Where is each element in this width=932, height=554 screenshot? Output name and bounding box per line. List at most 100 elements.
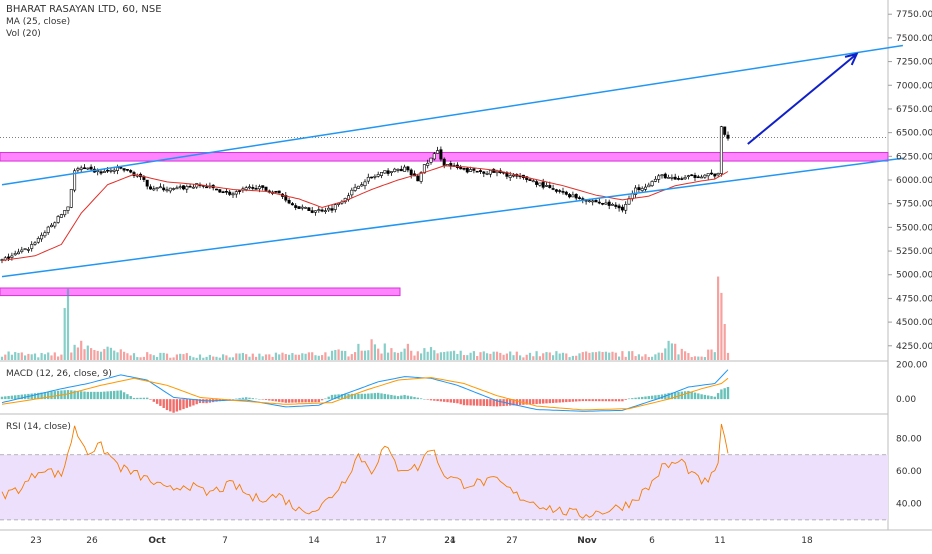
volume-bar	[96, 350, 99, 360]
volume-bar	[99, 351, 103, 360]
volume-bar	[195, 357, 198, 360]
macd-histogram-bar	[370, 393, 373, 400]
macd-histogram-bar	[182, 399, 185, 410]
macd-histogram-bar	[614, 399, 617, 402]
macd-histogram-bar	[327, 396, 330, 400]
candle-body	[307, 207, 311, 211]
candle-body	[162, 187, 166, 191]
candle-body	[531, 180, 535, 183]
macd-histogram-bar	[406, 395, 410, 400]
candle-body	[36, 238, 40, 243]
macd-signal-line	[1, 376, 729, 411]
candle-body	[601, 203, 605, 205]
candle-body	[604, 202, 608, 205]
volume-bar	[436, 353, 439, 360]
volume-bar	[631, 351, 634, 360]
macd-histogram-bar	[380, 393, 383, 400]
macd-histogram-bar	[479, 399, 482, 406]
price-axis-tick-label: 6000.00	[896, 176, 932, 186]
macd-histogram-bar	[522, 399, 525, 405]
volume-bar	[350, 354, 353, 360]
candle-body	[287, 200, 291, 204]
symbol-title[interactable]: BHARAT RASAYAN LTD, 60, NSE	[6, 4, 162, 15]
macd-legend[interactable]: MACD (12, 26, close, 9)	[6, 368, 112, 380]
macd-line	[1, 369, 729, 412]
candle-body	[320, 209, 324, 212]
macd-histogram-bar	[469, 399, 472, 406]
candle-body	[248, 186, 252, 189]
volume-bar	[268, 354, 271, 360]
volume-bar	[552, 355, 555, 360]
volume-bar	[172, 357, 175, 360]
ma-legend[interactable]: MA (25, close)	[6, 17, 71, 27]
candle-body	[89, 166, 93, 170]
volume-bar	[499, 352, 502, 360]
macd-histogram-bar	[538, 399, 542, 404]
candle-body	[386, 170, 390, 174]
candle-body	[683, 177, 687, 180]
macd-histogram-bar	[363, 393, 367, 400]
volume-bar	[482, 351, 485, 360]
macd-histogram-bar	[528, 399, 532, 405]
volume-bar	[57, 356, 60, 360]
volume-bar	[367, 350, 370, 360]
volume-bar	[53, 352, 56, 360]
candle-body	[383, 170, 387, 174]
macd-histogram-bar	[96, 391, 99, 400]
volume-bar	[37, 357, 40, 360]
macd-histogram-bar	[142, 397, 146, 400]
volume-bar	[330, 350, 334, 360]
projection-arrow-head	[844, 52, 859, 66]
volume-bar	[10, 354, 13, 360]
candle-body	[7, 256, 11, 259]
macd-histogram-bar	[47, 391, 50, 400]
volume-bar	[515, 351, 518, 360]
candle-body	[30, 244, 34, 249]
macd-histogram-bar	[472, 399, 476, 406]
volume-bar	[664, 348, 667, 360]
candle-body	[396, 169, 400, 171]
candle-body	[205, 186, 209, 189]
volume-bar	[90, 348, 93, 360]
volume-bar	[241, 352, 244, 360]
macd-histogram-bar	[136, 397, 139, 400]
candle-body	[313, 210, 317, 213]
macd-label: MACD (12, 26, close, 9)	[6, 369, 112, 379]
volume-bar	[614, 352, 617, 360]
time-axis-tick-label: 6	[649, 536, 655, 546]
volume-bar	[492, 351, 495, 360]
candle-body	[587, 200, 591, 203]
volume-bar	[274, 352, 277, 360]
macd-histogram-bar	[723, 388, 726, 400]
volume-bar	[264, 354, 268, 360]
volume-bar	[479, 352, 482, 360]
volume-bar	[647, 357, 650, 360]
macd-histogram-bar	[20, 394, 23, 400]
volume-bar	[393, 352, 396, 360]
volume-legend[interactable]: Vol (20)	[6, 29, 41, 39]
rsi-axis-tick-label: 60.00	[896, 467, 922, 477]
candle-body	[16, 251, 20, 255]
candle-body	[442, 158, 446, 166]
candle-body	[356, 185, 360, 189]
candle-body	[436, 150, 440, 154]
volume-bar	[377, 348, 380, 360]
volume-bar	[601, 351, 604, 360]
candle-body	[459, 166, 463, 170]
macd-histogram-bar	[53, 391, 56, 400]
volume-bar	[156, 356, 159, 360]
candle-body	[482, 171, 486, 174]
volume-bar	[535, 351, 538, 360]
macd-histogram-bar	[621, 399, 624, 402]
candle-body	[723, 126, 727, 135]
macd-histogram-bar	[419, 398, 423, 400]
macd-histogram-bar	[591, 399, 594, 402]
volume-bar	[360, 350, 363, 360]
macd-histogram-bar	[116, 390, 119, 400]
volume-bar	[604, 351, 607, 360]
rsi-legend[interactable]: RSI (14, close)	[6, 421, 71, 433]
volume-bar	[707, 349, 710, 360]
volume-bar	[215, 356, 218, 360]
candle-body	[112, 169, 116, 172]
